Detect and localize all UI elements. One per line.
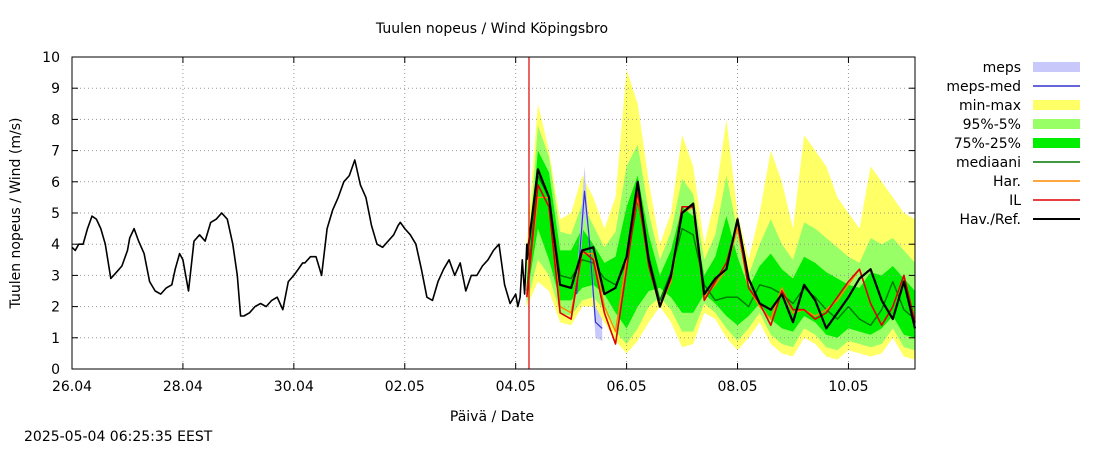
y-tick-label: 6: [51, 175, 60, 191]
observed-line: [71, 159, 530, 317]
legend: meps meps-med min-max 95%-5% 75%-25% mediaani…: [946, 60, 1080, 228]
legend-label: IL: [1009, 193, 1021, 209]
legend-swatch: [1033, 119, 1080, 129]
legend-label: 95%-5%: [963, 117, 1021, 133]
x-tick-label: 28.04: [163, 379, 203, 395]
legend-label: 75%-25%: [954, 136, 1021, 152]
legend-swatch: [1033, 62, 1080, 72]
y-tick-label: 2: [51, 300, 60, 316]
legend-swatch: [1033, 100, 1080, 110]
il-line: [526, 184, 916, 345]
axis-ticks: 26.04 28.04 30.04 02.05 04.05 06.05 08.05 10.05…: [42, 50, 915, 395]
har-line: [526, 196, 916, 333]
y-tick-label: 10: [42, 50, 60, 66]
timestamp: 2025-05-04 06:25:35 EEST: [24, 429, 213, 445]
x-tick-label: 06.05: [607, 379, 647, 395]
legend-label: min-max: [959, 98, 1021, 114]
series-lines: [71, 57, 917, 369]
y-tick-label: 3: [51, 268, 60, 284]
x-tick-label: 30.04: [274, 379, 314, 395]
y-tick-label: 9: [51, 81, 60, 97]
legend-label: meps: [983, 60, 1021, 76]
y-tick-label: 4: [51, 237, 60, 253]
x-tick-label: 02.05: [385, 379, 425, 395]
legend-label: meps-med: [946, 79, 1021, 95]
y-tick-label: 0: [51, 362, 60, 378]
legend-label: mediaani: [956, 155, 1021, 171]
y-tick-label: 7: [51, 144, 60, 160]
grid-lines: [72, 57, 915, 369]
y-tick-label: 5: [51, 206, 60, 222]
legend-label: Har.: [993, 174, 1021, 190]
legend-label: Hav./Ref.: [959, 212, 1021, 228]
x-tick-label: 04.05: [496, 379, 536, 395]
x-tick-label: 10.05: [828, 379, 868, 395]
y-axis-label: Tuulen nopeus / Wind (m/s): [8, 118, 24, 310]
hav-ref-line: [525, 168, 917, 330]
legend-swatch: [1033, 138, 1080, 148]
x-axis-label: Päivä / Date: [450, 409, 534, 425]
x-tick-label: 26.04: [52, 379, 92, 395]
y-tick-label: 1: [51, 331, 60, 347]
y-tick-label: 8: [51, 112, 60, 128]
meps-med-line: [576, 190, 603, 329]
chart-title: Tuulen nopeus / Wind Köpingsbro: [375, 21, 608, 37]
x-tick-label: 08.05: [717, 379, 757, 395]
